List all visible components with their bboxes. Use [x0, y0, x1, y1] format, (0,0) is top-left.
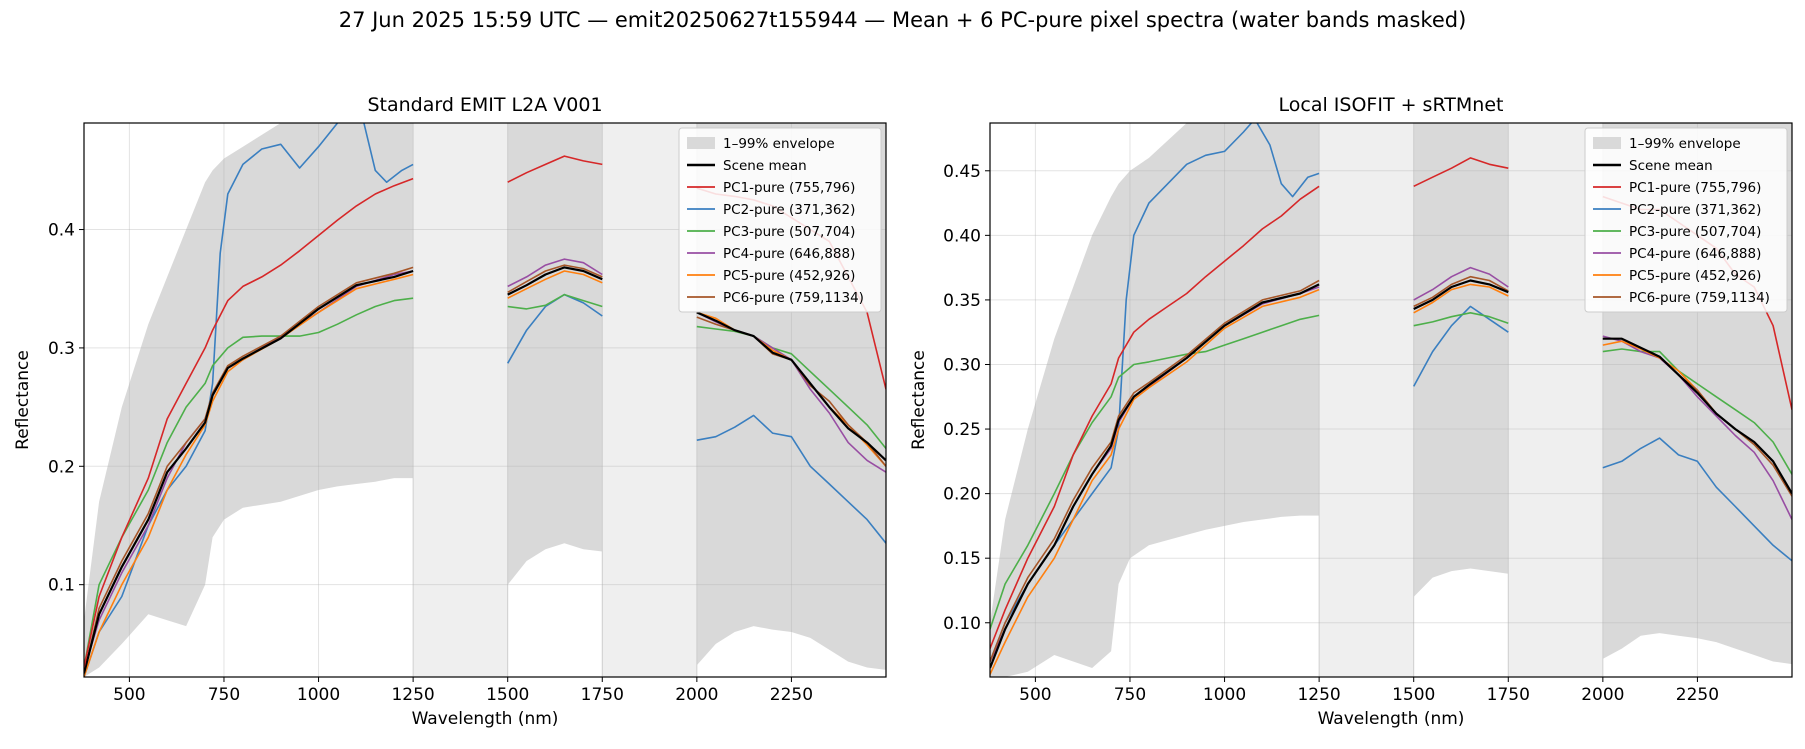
x-tick-label: 500 — [1019, 685, 1051, 705]
legend-label: PC5-pure (452,926) — [1629, 268, 1761, 284]
legend-label: Scene mean — [723, 158, 807, 174]
legend-label: PC5-pure (452,926) — [723, 268, 855, 284]
panel-title: Local ISOFIT + sRTMnet — [1279, 94, 1504, 116]
legend-label: PC2-pure (371,362) — [723, 202, 855, 218]
legend-label: PC1-pure (755,796) — [723, 180, 855, 196]
chart-panel-2: 500 750 1000 1250 1500 1750 2000 2250 0.10 0.15 0.… — [909, 94, 1793, 729]
y-tick-label: 0.45 — [943, 162, 981, 182]
legend-label: 1–99% envelope — [723, 136, 835, 152]
x-tick-label: 2000 — [675, 685, 718, 705]
x-tick-label: 1750 — [581, 685, 624, 705]
x-tick-label: 1250 — [1297, 685, 1340, 705]
masked-band-1 — [1318, 123, 1415, 677]
y-tick-label: 0.1 — [48, 576, 75, 596]
x-tick-label: 1500 — [1392, 685, 1435, 705]
legend-label: PC4-pure (646,888) — [723, 246, 855, 262]
legend: 1–99% envelope Scene mean PC1-pure (755,79… — [678, 127, 882, 313]
legend-label: PC1-pure (755,796) — [1629, 180, 1761, 196]
chart-panel-1: 500 750 1000 1250 1500 1750 2000 2250 0.1 0.2 0.3 0… — [13, 94, 887, 729]
axes-frame — [83, 122, 887, 678]
legend-label: Scene mean — [1629, 158, 1713, 174]
x-tick-label: 1000 — [1203, 685, 1246, 705]
legend-label: 1–99% envelope — [1629, 136, 1741, 152]
legend-label: PC6-pure (759,1134) — [1629, 290, 1770, 306]
x-tick-label: 1500 — [486, 685, 529, 705]
legend-swatch-envelope — [1593, 137, 1621, 149]
y-axis-label: Reflectance — [13, 350, 33, 450]
legend-box — [1584, 127, 1788, 313]
series-line-mean — [990, 279, 1792, 669]
legend: 1–99% envelope Scene mean PC1-pure (755,79… — [1584, 127, 1788, 313]
legend-box — [678, 127, 882, 313]
masked-band-1 — [412, 123, 509, 677]
x-tick-label: 1250 — [391, 685, 434, 705]
legend-label: PC3-pure (507,704) — [1629, 224, 1761, 240]
y-axis-label: Reflectance — [909, 350, 929, 450]
axes-frame — [989, 122, 1793, 678]
y-tick-label: 0.20 — [943, 485, 981, 505]
legend-swatch-envelope — [687, 137, 715, 149]
y-tick-label: 0.3 — [48, 339, 75, 359]
x-axis-label: Wavelength (nm) — [412, 709, 559, 729]
x-tick-label: 750 — [1114, 685, 1146, 705]
x-tick-label: 2250 — [1676, 685, 1719, 705]
y-tick-label: 0.4 — [48, 221, 75, 241]
y-tick-label: 0.25 — [943, 420, 981, 440]
x-axis-label: Wavelength (nm) — [1318, 709, 1465, 729]
series-line-mean — [84, 266, 886, 674]
y-tick-label: 0.35 — [943, 291, 981, 311]
y-tick-label: 0.10 — [943, 614, 981, 634]
x-tick-label: 1750 — [1487, 685, 1530, 705]
legend-label: PC6-pure (759,1134) — [723, 290, 864, 306]
y-tick-label: 0.15 — [943, 549, 981, 569]
x-tick-label: 2000 — [1581, 685, 1624, 705]
figure-suptitle: 27 Jun 2025 15:59 UTC — emit20250627t155… — [338, 8, 1467, 32]
y-tick-label: 0.40 — [943, 226, 981, 246]
series-line-pc2 — [990, 123, 1792, 662]
y-tick-label: 0.2 — [48, 457, 75, 477]
y-tick-label: 0.30 — [943, 355, 981, 375]
legend-label: PC3-pure (507,704) — [723, 224, 855, 240]
legend-label: PC4-pure (646,888) — [1629, 246, 1761, 262]
series-line-pc3 — [84, 293, 886, 668]
x-tick-label: 750 — [208, 685, 240, 705]
series-line-pc3 — [990, 312, 1792, 630]
x-tick-label: 1000 — [297, 685, 340, 705]
legend-label: PC2-pure (371,362) — [1629, 202, 1761, 218]
x-tick-label: 500 — [113, 685, 145, 705]
panel-title: Standard EMIT L2A V001 — [367, 94, 602, 116]
x-tick-label: 2250 — [770, 685, 813, 705]
